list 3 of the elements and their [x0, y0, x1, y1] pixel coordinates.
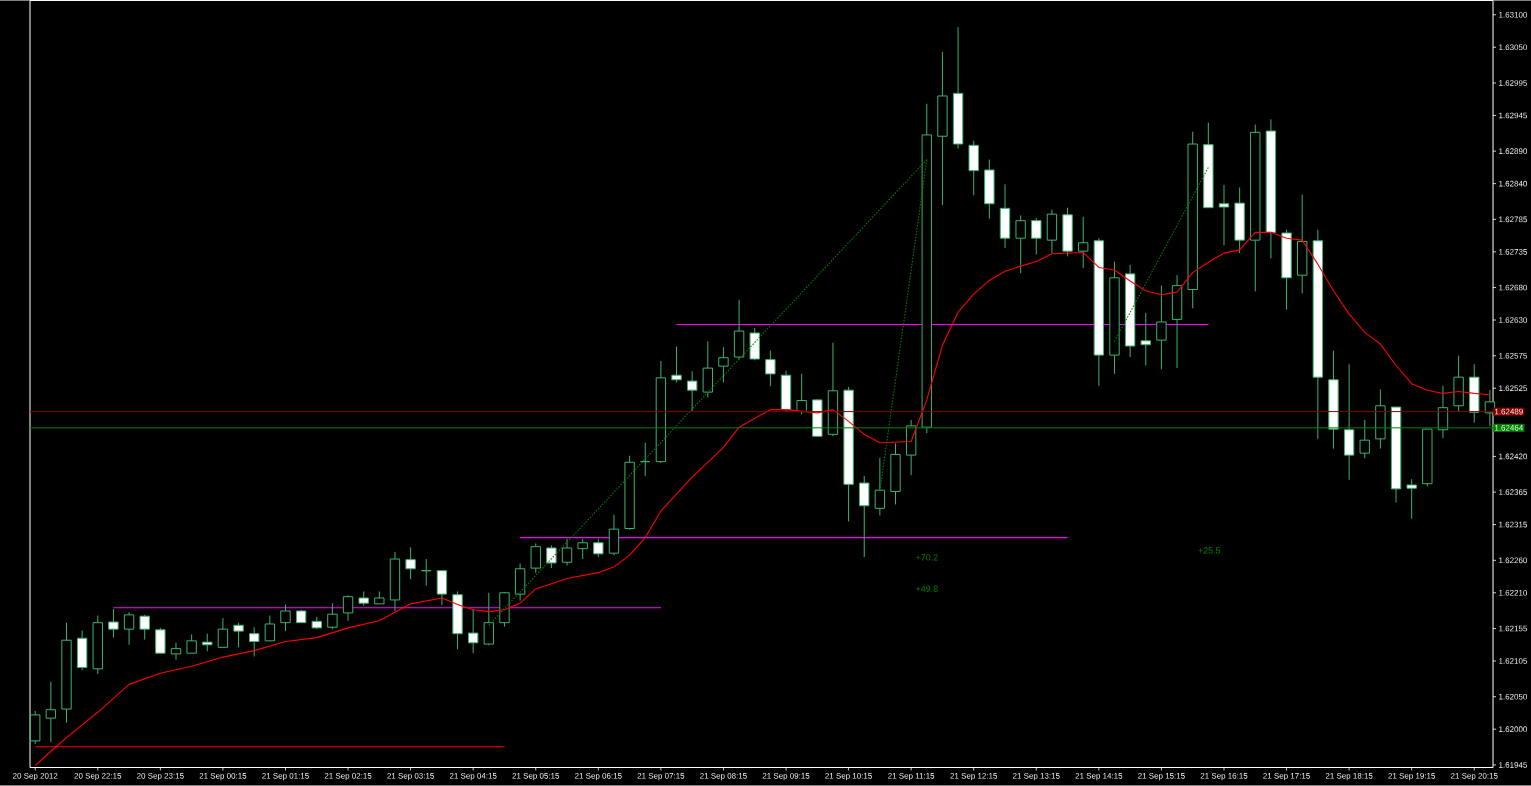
annotation: +49.8	[915, 585, 938, 593]
annotation: +70.2	[915, 554, 938, 561]
annotation: +25.5	[1198, 547, 1221, 554]
